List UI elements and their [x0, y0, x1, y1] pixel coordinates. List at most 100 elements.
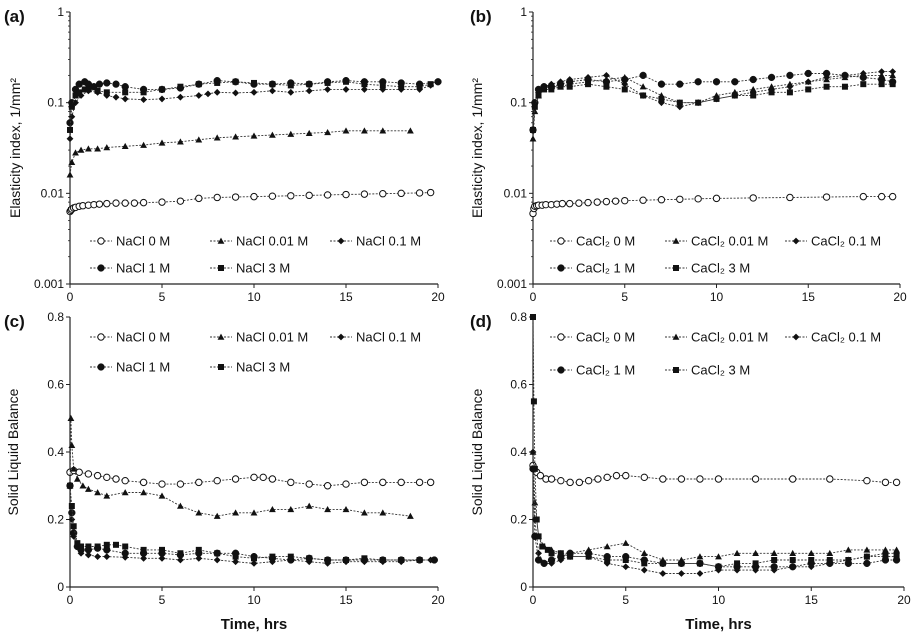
- data-point: [231, 193, 240, 201]
- y-tick-label: 0.001: [497, 277, 527, 291]
- data-point: [640, 549, 648, 556]
- data-point: [268, 475, 277, 483]
- panel-label: (a): [4, 7, 25, 26]
- data-point: [694, 78, 702, 86]
- data-point: [94, 489, 101, 496]
- data-point: [232, 78, 239, 85]
- data-point: [250, 473, 258, 482]
- data-point: [535, 92, 542, 99]
- data-point: [306, 555, 313, 562]
- data-point: [841, 83, 848, 90]
- legend-item: NaCl 0 M: [90, 234, 170, 249]
- data-point: [889, 81, 896, 88]
- data-point: [112, 80, 120, 88]
- data-point: [323, 191, 332, 199]
- data-point: [140, 546, 147, 553]
- legend-marker: [672, 333, 680, 340]
- x-tick-label: 10: [247, 593, 261, 607]
- data-point: [195, 546, 202, 553]
- legend-label: CaCl₂ 1 M: [576, 363, 635, 378]
- x-tick-label: 20: [431, 593, 445, 607]
- data-point: [213, 476, 221, 485]
- data-point: [749, 194, 757, 202]
- data-point: [103, 89, 110, 96]
- legend-item: CaCl₂ 0.01 M: [665, 234, 768, 249]
- legend-item: CaCl₂ 1 M: [550, 363, 635, 378]
- data-point: [575, 199, 583, 207]
- x-tick-label: 10: [710, 290, 724, 304]
- data-point: [676, 80, 684, 88]
- data-point: [204, 90, 212, 98]
- chart-panel-4: (d) 0 0.2 0.4 0.6 0.8 0 5 10 15 20 Solid Liquid Bal…: [469, 310, 911, 633]
- data-point: [804, 78, 812, 86]
- data-point: [287, 130, 295, 137]
- data-point: [360, 478, 369, 487]
- data-point: [360, 190, 369, 198]
- x-tick-label: 5: [159, 290, 166, 304]
- data-point: [250, 559, 258, 567]
- data-point: [789, 475, 797, 483]
- data-point: [103, 144, 111, 151]
- data-point: [529, 135, 537, 142]
- data-point: [85, 551, 92, 559]
- data-point: [323, 482, 332, 490]
- data-point: [269, 131, 276, 138]
- chart-panel-3: (c) 0 0.2 0.4 0.6 0.8 0 5 10 15 20 Solid Liquid Bal…: [4, 310, 445, 633]
- data-point: [530, 314, 536, 320]
- data-point: [575, 478, 584, 487]
- data-point: [734, 560, 741, 567]
- data-point: [94, 553, 101, 561]
- data-point: [770, 563, 778, 571]
- legend-marker: [217, 237, 225, 244]
- data-point: [548, 86, 555, 93]
- data-point: [195, 554, 203, 562]
- data-point: [826, 475, 834, 483]
- data-point: [860, 81, 867, 88]
- x-tick-label: 20: [431, 290, 445, 304]
- data-point: [415, 478, 424, 487]
- data-point: [789, 563, 797, 571]
- data-point: [558, 199, 567, 208]
- data-point: [70, 465, 78, 472]
- y-tick-label: 0: [57, 580, 64, 594]
- data-point: [177, 502, 184, 509]
- y-tick-label: 1: [520, 5, 527, 19]
- data-point: [863, 476, 871, 485]
- data-point: [594, 475, 602, 483]
- data-point: [195, 136, 203, 143]
- data-point: [786, 71, 794, 80]
- data-point: [140, 96, 147, 104]
- data-point: [74, 540, 81, 547]
- data-point: [324, 86, 331, 93]
- series-line: [532, 465, 897, 483]
- data-point: [68, 103, 75, 110]
- data-point: [427, 81, 434, 88]
- data-point: [751, 475, 760, 483]
- data-point: [305, 502, 313, 509]
- data-point: [232, 553, 239, 560]
- data-point: [361, 81, 368, 88]
- x-tick-label: 15: [802, 290, 816, 304]
- data-point: [695, 99, 702, 106]
- data-point: [72, 149, 79, 156]
- legend-label: NaCl 3 M: [236, 261, 290, 276]
- data-point: [585, 81, 592, 88]
- data-point: [121, 83, 129, 91]
- data-point: [85, 145, 92, 152]
- data-point: [584, 198, 592, 207]
- y-tick-label: 0.2: [510, 513, 527, 527]
- data-point: [93, 471, 102, 480]
- data-point: [713, 95, 720, 102]
- data-point: [786, 193, 794, 202]
- data-point: [398, 83, 405, 90]
- data-point: [269, 87, 276, 95]
- data-point: [585, 553, 592, 560]
- data-point: [789, 549, 797, 556]
- data-point: [678, 560, 685, 567]
- data-point: [566, 83, 573, 90]
- legend: CaCl₂ 0 M CaCl₂ 0.01 M CaCl₂ 0.1 M CaCl₂ 1 …: [550, 234, 881, 276]
- data-point: [611, 197, 620, 205]
- data-point: [379, 557, 386, 563]
- legend-label: NaCl 0.01 M: [236, 234, 308, 249]
